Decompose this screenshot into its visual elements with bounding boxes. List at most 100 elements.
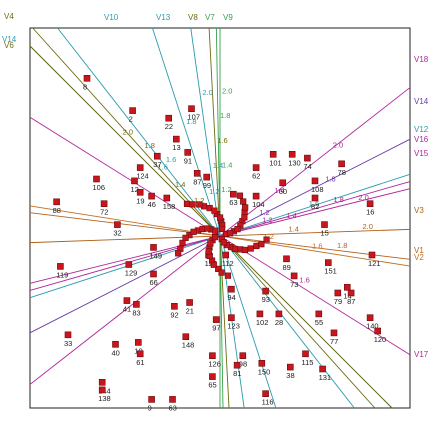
data-point (315, 310, 323, 318)
data-point (136, 164, 144, 171)
point-label: 88 (53, 206, 61, 215)
data-point (286, 363, 294, 371)
point-label: 82 (311, 202, 319, 211)
point-label: 148 (182, 341, 195, 350)
data-point (136, 350, 144, 358)
tick-label: 1.6 (312, 241, 322, 250)
point-label: 119 (56, 270, 68, 279)
data-point (207, 240, 214, 247)
point-label: 130 (288, 158, 301, 167)
data-point (98, 386, 106, 394)
data-point (304, 154, 311, 162)
tick-label: 1.4 (222, 161, 232, 170)
data-point (135, 339, 142, 346)
point-label: 98 (239, 360, 247, 369)
data-point (262, 287, 269, 295)
data-point (150, 244, 157, 251)
data-point (222, 251, 229, 259)
variable-label-v18: V18 (414, 55, 429, 64)
data-point (218, 225, 226, 233)
data-point (215, 265, 222, 272)
point-label: 13 (172, 143, 180, 152)
data-point (165, 114, 172, 122)
data-point (247, 245, 254, 252)
point-label: 87 (347, 297, 355, 306)
data-point (204, 225, 211, 232)
tick-label: 1.8 (186, 117, 196, 126)
tick-label: 1.8 (220, 111, 230, 120)
data-point (226, 230, 234, 237)
point-label: 65 (208, 381, 216, 390)
data-point (334, 289, 342, 297)
data-point (374, 327, 382, 335)
tick-label: 1.6 (166, 155, 176, 164)
data-point (228, 314, 235, 322)
data-point (366, 200, 374, 207)
point-label: 2 (129, 115, 133, 124)
data-point (220, 239, 227, 246)
data-point (148, 396, 155, 403)
variable-label-v17: V17 (414, 350, 429, 359)
variable-label-v12: V12 (414, 125, 429, 134)
data-point (211, 233, 219, 241)
data-point (163, 194, 171, 202)
data-point (324, 259, 332, 266)
point-label: 32 (113, 229, 121, 238)
data-point (343, 283, 351, 291)
point-label: 46 (148, 200, 156, 209)
data-point (218, 269, 225, 276)
data-point (240, 198, 247, 205)
data-point (366, 314, 374, 322)
data-point (279, 179, 287, 187)
data-point (228, 285, 235, 293)
data-point (136, 189, 144, 196)
data-point (288, 151, 296, 158)
data-point (190, 228, 197, 235)
point-label: 108 (311, 185, 324, 194)
point-label: 126 (208, 360, 221, 369)
variable-label-v9: V9 (223, 13, 233, 22)
variable-label-v2: V2 (414, 253, 424, 262)
point-label: 158 (163, 202, 176, 211)
data-point (338, 160, 345, 168)
variable-label-v13: V13 (156, 13, 171, 22)
point-label: 116 (262, 398, 274, 407)
point-label: 89 (283, 263, 291, 272)
data-point (209, 352, 216, 360)
point-label: 79 (334, 297, 342, 306)
data-point (269, 151, 277, 158)
point-label: 72 (100, 208, 108, 217)
point-label: 38 (286, 371, 294, 380)
data-point (241, 214, 248, 221)
point-label: 112 (222, 259, 234, 268)
point-label: 107 (188, 113, 201, 122)
data-point (171, 302, 178, 310)
axis-line-v14b (57, 27, 355, 409)
tick-label: 1.8 (337, 241, 347, 250)
tick-label: 1.2 (194, 196, 204, 205)
point-label: 83 (132, 308, 140, 317)
point-label: 87 (193, 177, 201, 186)
data-point (184, 149, 191, 156)
variable-label-v16: V16 (414, 135, 429, 144)
point-label: 104 (252, 200, 265, 209)
data-point (154, 152, 161, 160)
data-point (256, 310, 264, 318)
point-label: 73 (290, 280, 298, 289)
axis-line-v18 (29, 87, 411, 385)
data-point (188, 105, 195, 112)
point-label: 140 (366, 322, 379, 331)
data-point (233, 361, 241, 369)
point-label: 131 (319, 373, 332, 382)
data-point (169, 396, 176, 403)
tick-label: 1.8 (333, 195, 343, 204)
tick-label: 1.4 (274, 186, 284, 195)
data-point (203, 173, 210, 181)
point-label: 37 (153, 160, 161, 169)
tick-label: 1.2 (259, 208, 269, 217)
variable-axes (29, 27, 411, 409)
point-label: 21 (186, 307, 194, 316)
data-point (64, 331, 72, 339)
point-label: 14 (343, 291, 351, 300)
